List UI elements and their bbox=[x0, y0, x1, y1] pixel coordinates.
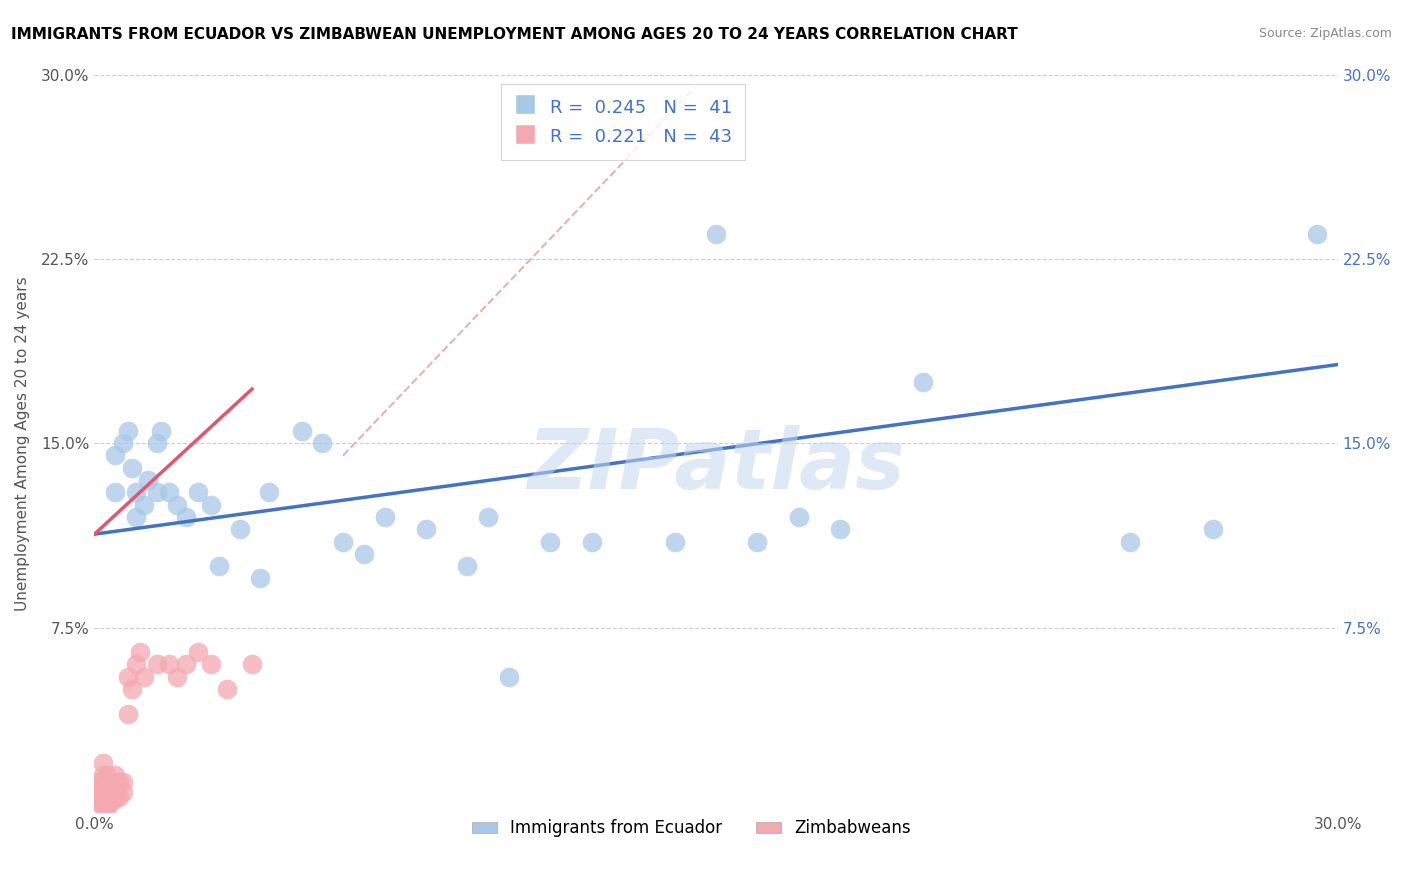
Point bbox=[187, 485, 209, 500]
Point bbox=[157, 485, 180, 500]
Point bbox=[291, 424, 314, 438]
Text: Source: ZipAtlas.com: Source: ZipAtlas.com bbox=[1258, 27, 1392, 40]
Point bbox=[311, 436, 333, 450]
Point bbox=[112, 775, 135, 789]
Point bbox=[174, 510, 197, 524]
Point bbox=[200, 498, 222, 512]
Point bbox=[787, 510, 810, 524]
Point bbox=[108, 775, 131, 789]
Point bbox=[125, 485, 148, 500]
Point bbox=[456, 559, 478, 574]
Point bbox=[104, 485, 127, 500]
Point bbox=[1306, 227, 1329, 242]
Text: ZIPatlas: ZIPatlas bbox=[527, 425, 905, 506]
Point bbox=[134, 670, 156, 684]
Point bbox=[912, 375, 935, 389]
Point bbox=[747, 534, 769, 549]
Point bbox=[830, 522, 852, 536]
Point bbox=[353, 547, 375, 561]
Point bbox=[149, 424, 172, 438]
Point bbox=[91, 780, 114, 795]
Point bbox=[174, 657, 197, 672]
Point bbox=[477, 510, 499, 524]
Point bbox=[125, 657, 148, 672]
Point bbox=[96, 800, 118, 814]
Point bbox=[498, 670, 520, 684]
Point bbox=[87, 785, 110, 799]
Point bbox=[374, 510, 396, 524]
Point bbox=[538, 534, 561, 549]
Point bbox=[104, 449, 127, 463]
Point bbox=[581, 534, 603, 549]
Point bbox=[121, 681, 143, 696]
Point bbox=[228, 522, 250, 536]
Point bbox=[415, 522, 437, 536]
Point bbox=[100, 785, 122, 799]
Point bbox=[91, 785, 114, 799]
Point bbox=[91, 756, 114, 770]
Point bbox=[121, 460, 143, 475]
Point bbox=[134, 498, 156, 512]
Point bbox=[96, 790, 118, 805]
Point bbox=[332, 534, 354, 549]
Point bbox=[91, 790, 114, 805]
Text: IMMIGRANTS FROM ECUADOR VS ZIMBABWEAN UNEMPLOYMENT AMONG AGES 20 TO 24 YEARS COR: IMMIGRANTS FROM ECUADOR VS ZIMBABWEAN UN… bbox=[11, 27, 1018, 42]
Point bbox=[87, 780, 110, 795]
Point bbox=[100, 795, 122, 809]
Point bbox=[240, 657, 263, 672]
Point bbox=[664, 534, 686, 549]
Point bbox=[187, 645, 209, 659]
Point bbox=[117, 706, 139, 721]
Point bbox=[249, 571, 271, 585]
Point bbox=[96, 780, 118, 795]
Point bbox=[145, 657, 167, 672]
Point bbox=[257, 485, 280, 500]
Point bbox=[87, 795, 110, 809]
Point bbox=[166, 670, 188, 684]
Point bbox=[96, 785, 118, 799]
Point bbox=[91, 795, 114, 809]
Point bbox=[112, 785, 135, 799]
Point bbox=[112, 436, 135, 450]
Point bbox=[91, 768, 114, 782]
Point bbox=[117, 670, 139, 684]
Point bbox=[100, 790, 122, 805]
Point bbox=[108, 790, 131, 805]
Point bbox=[129, 645, 152, 659]
Point bbox=[117, 424, 139, 438]
Point bbox=[145, 436, 167, 450]
Point bbox=[157, 657, 180, 672]
Point bbox=[96, 795, 118, 809]
Point bbox=[704, 227, 727, 242]
Point bbox=[217, 681, 239, 696]
Point bbox=[125, 510, 148, 524]
Point bbox=[91, 800, 114, 814]
Point bbox=[138, 473, 160, 487]
Point bbox=[96, 768, 118, 782]
Point bbox=[104, 780, 127, 795]
Point bbox=[100, 775, 122, 789]
Point bbox=[87, 775, 110, 789]
Point bbox=[145, 485, 167, 500]
Point bbox=[87, 790, 110, 805]
Point bbox=[104, 768, 127, 782]
Point bbox=[166, 498, 188, 512]
Y-axis label: Unemployment Among Ages 20 to 24 years: Unemployment Among Ages 20 to 24 years bbox=[15, 276, 30, 610]
Point bbox=[208, 559, 231, 574]
Point bbox=[104, 790, 127, 805]
Point bbox=[1202, 522, 1225, 536]
Legend: Immigrants from Ecuador, Zimbabweans: Immigrants from Ecuador, Zimbabweans bbox=[465, 813, 917, 844]
Point bbox=[200, 657, 222, 672]
Point bbox=[1119, 534, 1142, 549]
